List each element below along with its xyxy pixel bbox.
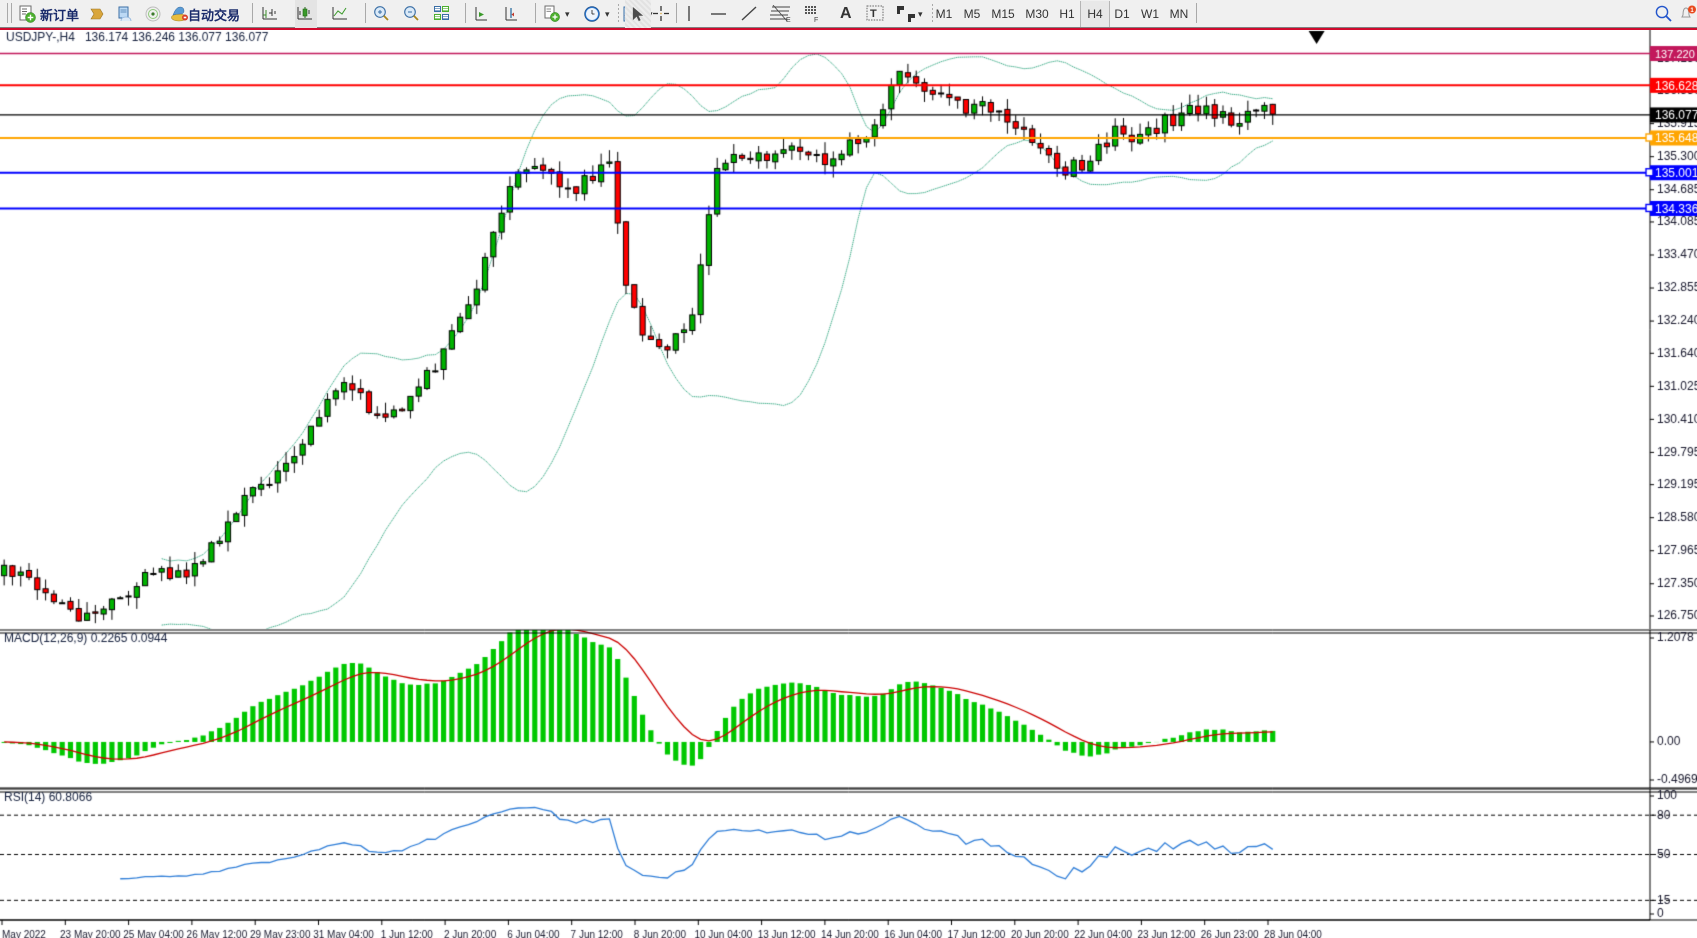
svg-text:T: T: [870, 8, 877, 20]
svg-text:E: E: [786, 17, 791, 23]
svg-text:F: F: [814, 17, 818, 23]
